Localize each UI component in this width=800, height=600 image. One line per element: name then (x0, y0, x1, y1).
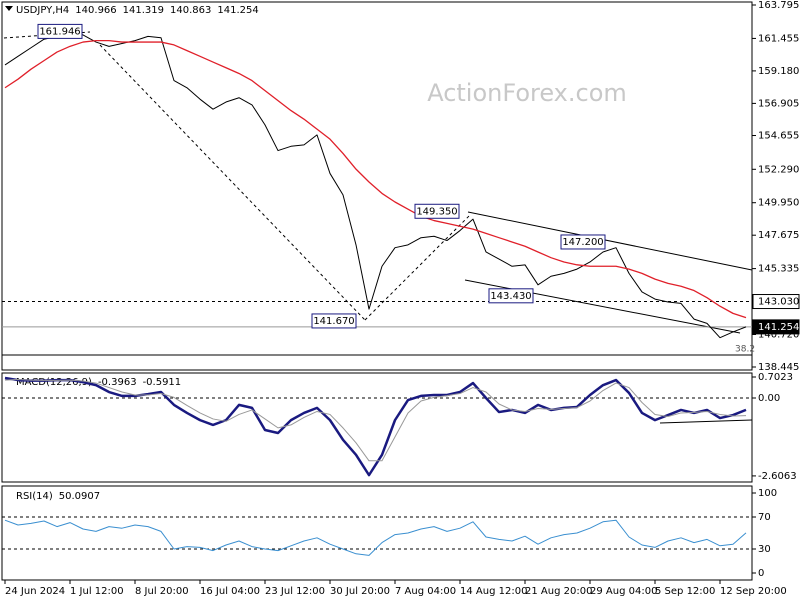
annotation-box (37, 23, 83, 39)
level-label: 143.030 (758, 297, 799, 308)
panel-header: USDJPY,H4 140.966 141.319 140.863 141.254 (16, 5, 259, 16)
readout-value: 140.863 (170, 5, 211, 16)
x-tick-label: 1 Jul 12:00 (70, 586, 124, 597)
annotation-label: 161.946 (39, 26, 80, 37)
annotation-box (488, 288, 534, 304)
y-tick-label: 159.180 (758, 66, 799, 77)
annotation-box (414, 203, 460, 219)
x-tick-label: 16 Jul 04:00 (200, 586, 260, 597)
readout-value: 140.966 (75, 5, 116, 16)
rsi-panel (1, 485, 753, 581)
annotation-box (560, 234, 606, 250)
annotation-box (311, 313, 357, 329)
level-label: 141.254 (758, 322, 799, 333)
readout-value: -0.3963 (98, 377, 137, 388)
y-tick-label: 163.795 (758, 0, 799, 11)
line-series (4, 376, 747, 477)
y-tick-label: 100 (758, 488, 777, 499)
panel-header: MACD(12,26,9) -0.3963 -0.5911 (16, 377, 181, 388)
y-tick-label: 147.675 (758, 230, 799, 241)
macd-panel (1, 372, 753, 483)
x-tick-label: 7 Aug 04:00 (395, 586, 456, 597)
y-tick-label: 138.445 (758, 362, 799, 373)
x-tick-label: 14 Aug 12:00 (460, 586, 527, 597)
panel-header: RSI(14) 50.0907 (16, 491, 100, 502)
fib-label: 38.2 (735, 345, 755, 355)
y-tick-label: 0.00 (758, 393, 780, 404)
x-tick-label: 29 Aug 04:00 (590, 586, 657, 597)
watermark: ActionForex.com (427, 79, 627, 107)
y-tick-label: 149.950 (758, 198, 799, 209)
x-tick-label: 30 Jul 20:00 (330, 586, 390, 597)
panel-title: USDJPY,H4 (16, 5, 69, 16)
x-tick-label: 21 Aug 20:00 (525, 586, 592, 597)
y-tick-label: 30 (758, 544, 771, 555)
price-panel (1, 1, 753, 371)
line-series (4, 39, 747, 319)
menu-icon (5, 6, 13, 11)
y-tick-label: -2.6063 (758, 471, 797, 482)
readout-value: 141.254 (217, 5, 258, 16)
level-label-box (752, 319, 800, 335)
y-tick-label: 0 (758, 568, 764, 579)
y-tick-label: 154.655 (758, 131, 799, 142)
annotation-label: 143.430 (490, 291, 531, 302)
x-tick-label: 24 Jun 2024 (5, 586, 65, 597)
x-tick-label: 5 Sep 12:00 (655, 586, 715, 597)
readout-value: 141.319 (123, 5, 164, 16)
annotation-label: 147.200 (562, 237, 603, 248)
y-tick-label: 145.335 (758, 264, 799, 275)
trend-line (364, 214, 471, 321)
y-tick-label: 161.455 (758, 33, 799, 44)
support-line (659, 419, 753, 424)
trend-line (99, 44, 366, 321)
annotation-label: 141.670 (313, 316, 354, 327)
panel-title: RSI(14) (16, 491, 53, 502)
y-tick-label: 0.7023 (758, 372, 793, 383)
x-tick-label: 8 Jul 20:00 (135, 586, 189, 597)
x-tick-label: 12 Sep 20:00 (720, 586, 787, 597)
annotation-label: 149.350 (416, 206, 457, 217)
level-label-box (752, 294, 800, 310)
panel-title: MACD(12,26,9) (16, 377, 92, 388)
readout-value: -0.5911 (143, 377, 182, 388)
channel-line (467, 211, 753, 271)
line-series (4, 378, 747, 462)
y-tick-label: 156.905 (758, 98, 799, 109)
line-series (4, 519, 747, 556)
y-tick-label: 70 (758, 512, 771, 523)
x-tick-label: 23 Jul 12:00 (265, 586, 325, 597)
y-tick-label: 152.290 (758, 164, 799, 175)
y-tick-label: 140.720 (758, 330, 799, 341)
readout-value: 50.0907 (59, 491, 100, 502)
